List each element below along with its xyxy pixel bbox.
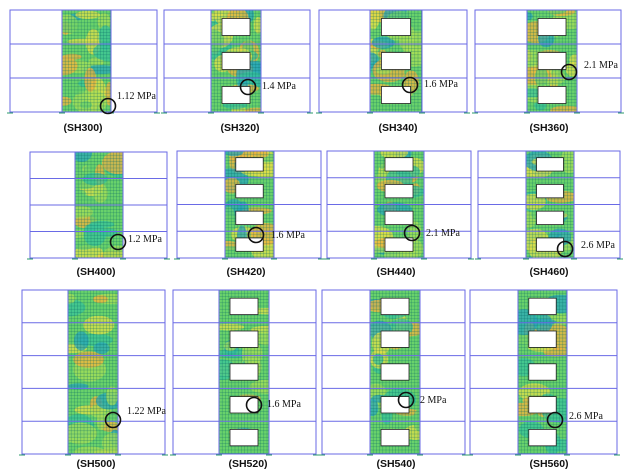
wall-opening xyxy=(229,297,259,316)
structural-frame xyxy=(21,289,166,455)
wall-opening xyxy=(528,396,557,414)
wall-opening xyxy=(537,52,567,70)
wall-opening xyxy=(221,18,251,36)
wall-opening xyxy=(380,396,410,414)
max-stress-label: 1.6 MPa xyxy=(267,399,301,410)
max-stress-label: 1.6 MPa xyxy=(271,230,305,241)
max-stress-marker-circle xyxy=(99,97,117,115)
panel-caption: (SH500) xyxy=(76,458,116,470)
wall-opening xyxy=(235,184,264,199)
wall-opening xyxy=(536,237,564,252)
panel-caption: (SH360) xyxy=(529,122,569,134)
panel-caption: (SH320) xyxy=(220,122,260,134)
wall-opening xyxy=(536,157,564,172)
infill-wall-stress-contour xyxy=(62,10,111,112)
panel-caption: (SH460) xyxy=(529,266,569,278)
max-stress-label: 1.12 MPa xyxy=(117,91,156,102)
panel-caption: (SH400) xyxy=(76,266,116,278)
wall-opening xyxy=(537,18,567,36)
max-stress-marker-circle xyxy=(401,76,419,94)
wall-opening xyxy=(528,363,557,381)
structural-frame xyxy=(9,9,158,113)
max-stress-marker-circle xyxy=(247,226,265,244)
wall-opening xyxy=(235,210,264,225)
structural-frame xyxy=(318,9,468,113)
panel-caption: (SH560) xyxy=(529,458,569,470)
wall-opening xyxy=(381,52,411,70)
structural-frame xyxy=(321,289,466,455)
infill-wall-stress-contour xyxy=(75,152,123,258)
wall-opening xyxy=(381,86,411,104)
panel-caption: (SH520) xyxy=(228,458,268,470)
wall-opening xyxy=(229,396,259,414)
max-stress-label: 2.1 MPa xyxy=(584,60,618,71)
structural-frame xyxy=(326,150,472,259)
infill-wall-stress-contour xyxy=(527,10,577,112)
max-stress-label: 2.1 MPa xyxy=(426,228,460,239)
wall-opening xyxy=(384,157,414,172)
panel-caption: (SH540) xyxy=(376,458,416,470)
max-stress-marker-circle xyxy=(397,391,415,409)
wall-opening xyxy=(537,86,567,104)
structural-frame xyxy=(469,289,618,455)
max-stress-marker-circle xyxy=(560,63,578,81)
structural-frame xyxy=(172,289,317,455)
panel-caption: (SH440) xyxy=(376,266,416,278)
max-stress-label: 2.6 MPa xyxy=(569,411,603,422)
wall-opening xyxy=(229,330,259,348)
max-stress-label: 2.6 MPa xyxy=(581,240,615,251)
wall-opening xyxy=(229,363,259,381)
wall-opening xyxy=(221,52,251,70)
max-stress-marker-circle xyxy=(546,411,564,429)
wall-opening xyxy=(528,297,557,316)
wall-opening xyxy=(536,210,564,225)
wall-opening xyxy=(384,184,414,199)
max-stress-label: 1.2 MPa xyxy=(128,234,162,245)
max-stress-marker-circle xyxy=(109,233,127,251)
panel-caption: (SH340) xyxy=(378,122,418,134)
structural-frame xyxy=(474,9,622,113)
wall-opening xyxy=(380,330,410,348)
max-stress-marker-circle xyxy=(245,396,263,414)
max-stress-marker-circle xyxy=(556,240,574,258)
wall-opening xyxy=(380,363,410,381)
wall-opening xyxy=(384,237,414,252)
max-stress-label: 1.6 MPa xyxy=(424,79,458,90)
wall-opening xyxy=(536,184,564,199)
structural-frame xyxy=(163,9,311,113)
max-stress-marker-circle xyxy=(104,411,122,429)
wall-opening xyxy=(528,330,557,348)
structural-frame xyxy=(176,150,322,259)
wall-opening xyxy=(380,428,410,447)
max-stress-label: 2 MPa xyxy=(420,395,447,406)
wall-opening xyxy=(384,210,414,225)
infill-wall-stress-contour xyxy=(68,290,118,454)
max-stress-label: 1.22 MPa xyxy=(127,406,166,417)
wall-opening xyxy=(528,428,557,447)
structural-frame xyxy=(477,150,621,259)
panel-caption: (SH300) xyxy=(63,122,103,134)
max-stress-marker-circle xyxy=(403,224,421,242)
max-stress-marker-circle xyxy=(239,78,257,96)
max-stress-label: 1.4 MPa xyxy=(262,81,296,92)
structural-frame xyxy=(29,151,168,259)
wall-opening xyxy=(380,297,410,316)
wall-opening xyxy=(381,18,411,36)
wall-opening xyxy=(229,428,259,447)
panel-caption: (SH420) xyxy=(226,266,266,278)
wall-opening xyxy=(235,157,264,172)
